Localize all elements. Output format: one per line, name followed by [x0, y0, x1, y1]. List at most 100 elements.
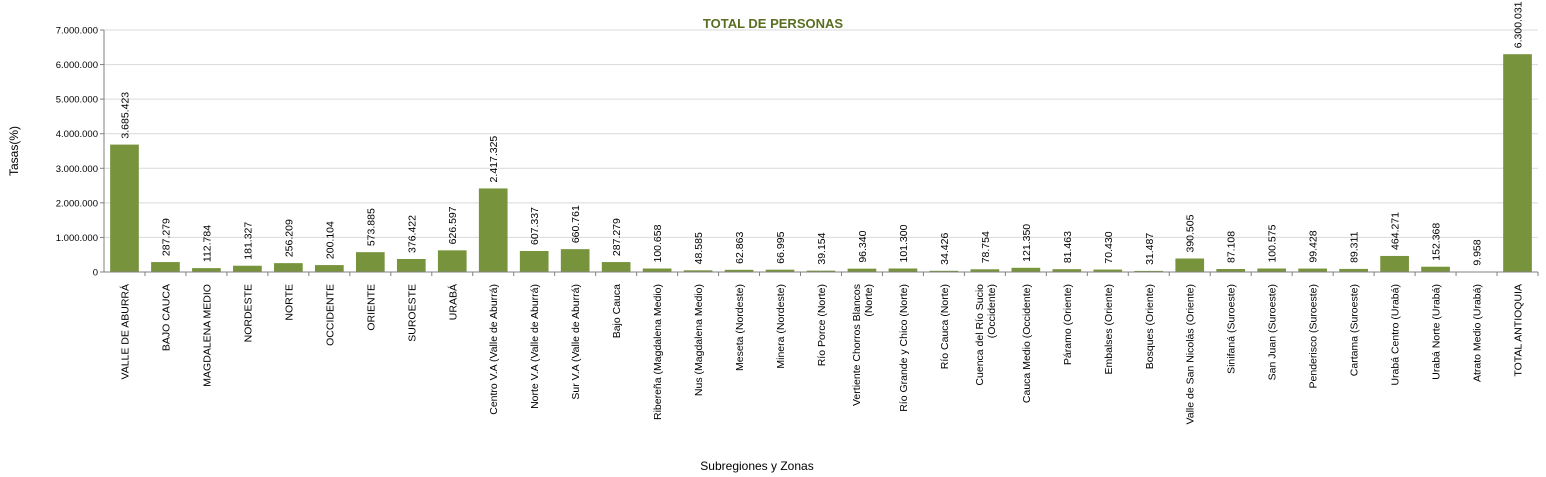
- bar: [519, 251, 549, 272]
- bar: [1216, 268, 1246, 272]
- data-label: 2.417.325: [488, 136, 500, 183]
- x-tick-label: NORDESTE: [242, 284, 254, 342]
- data-label: 112.784: [201, 225, 213, 262]
- bar: [1257, 268, 1287, 272]
- data-label: 287.279: [160, 218, 172, 256]
- bar: [806, 270, 836, 272]
- data-label: 31.487: [1144, 233, 1156, 265]
- x-tick-label: Páramo (Oriente): [1062, 284, 1074, 365]
- bar: [355, 252, 385, 272]
- x-tick-label: SUROESTE: [406, 284, 418, 342]
- x-tick-label: Valle de San Nicolás (Oriente): [1185, 284, 1197, 424]
- gridlines: [104, 29, 1538, 238]
- data-label: 62.863: [734, 232, 746, 264]
- data-label: 200.104: [324, 221, 336, 259]
- data-label: 101.300: [898, 224, 910, 262]
- data-label: 9.958: [1472, 239, 1484, 265]
- data-label: 256.209: [283, 219, 295, 257]
- x-tick-label: Vertiente Chorros Blancos: [851, 284, 863, 406]
- y-tick-label: 6.000.000: [56, 60, 98, 71]
- x-tick-label: (Norte): [863, 284, 875, 317]
- bar: [683, 270, 713, 272]
- bar: [233, 265, 262, 272]
- bar: [1503, 54, 1532, 272]
- bar: [1175, 258, 1205, 272]
- bar: [478, 188, 508, 272]
- data-label: 87.108: [1226, 231, 1238, 263]
- y-tick-label: 4.000.000: [56, 129, 98, 140]
- data-label: 573.885: [365, 208, 377, 246]
- data-label: 660.761: [570, 205, 582, 243]
- x-tick-label: URABÁ: [446, 284, 459, 320]
- y-tick-label: 2.000.000: [56, 198, 98, 209]
- x-tick-label: Nus (Magdalena Medio): [693, 284, 705, 396]
- bars: [110, 54, 1532, 272]
- data-label: 39.154: [816, 232, 828, 264]
- x-tick-label: Río Cauca (Norte): [939, 284, 951, 369]
- bar: [929, 270, 959, 272]
- chart-title: TOTAL DE PERSONAS: [703, 16, 843, 31]
- bar: [642, 268, 672, 272]
- data-label: 48.585: [693, 232, 705, 264]
- data-label: 390.505: [1185, 214, 1197, 252]
- data-label: 100.658: [652, 224, 664, 262]
- y-tick-label: 0: [93, 268, 98, 279]
- x-tick-label: Minera (Nordeste): [775, 284, 787, 369]
- x-tick-label: Cuenca del Río Sucio: [974, 284, 986, 386]
- bar: [151, 262, 180, 272]
- bar: [601, 262, 631, 272]
- data-label: 100.575: [1267, 224, 1279, 262]
- data-label: 376.422: [406, 215, 418, 253]
- data-label: 626.597: [447, 206, 459, 244]
- bar: [315, 265, 344, 272]
- bar: [724, 269, 754, 272]
- x-tick-label: Bosques (Oriente): [1144, 284, 1156, 369]
- bar: [1052, 269, 1082, 272]
- y-tick-label: 1.000.000: [56, 233, 98, 244]
- x-tick-label: Urabá Norte (Urabá): [1431, 284, 1443, 380]
- bar: [396, 258, 426, 272]
- bar: [1298, 268, 1327, 272]
- x-tick-label: Ribereña (Magdalena Medio): [652, 284, 664, 420]
- data-label: 3.685.423: [119, 92, 131, 139]
- x-tick-label: ORIENTE: [365, 284, 377, 331]
- bar: [1011, 267, 1041, 272]
- x-tick-label: Atrato Medio (Urabá): [1472, 284, 1484, 382]
- data-label: 464.271: [1390, 212, 1402, 250]
- y-tick-label: 5.000.000: [56, 95, 98, 106]
- x-axis-title: Subregiones y Zonas: [700, 459, 813, 473]
- x-tick-label: Urabá Centro (Urabá): [1390, 284, 1402, 386]
- x-tick-label: BAJO CAUCA: [160, 284, 172, 351]
- bar: [1421, 266, 1450, 272]
- data-label: 607.337: [529, 207, 541, 245]
- data-label: 99.428: [1308, 230, 1320, 262]
- data-label: 121.350: [1021, 224, 1033, 262]
- bar: [1134, 270, 1164, 272]
- bar: [970, 269, 1000, 272]
- x-tick-label: Río Porce (Norte): [816, 284, 828, 366]
- x-tick-label: TOTAL ANTIOQUIA: [1513, 284, 1525, 377]
- x-tick-label: Cartama (Suroeste): [1349, 284, 1361, 376]
- bar: [560, 249, 590, 272]
- bar: [888, 268, 918, 272]
- x-tick-label: Bajo Cauca: [611, 284, 623, 338]
- data-label: 181.327: [242, 222, 254, 260]
- y-axis: 0 1.000.000 2.000.000 3.000.000 4.000.000 5.0…: [56, 26, 105, 279]
- data-label: 81.463: [1062, 231, 1074, 263]
- x-axis: VALLE DE ABURRÁ BAJO CAUCA MAGDALENA MEDIO…: [104, 271, 1539, 424]
- x-tick-label: Embalses (Oriente): [1103, 284, 1115, 374]
- bar: [1093, 269, 1123, 272]
- data-label: 34.426: [939, 233, 951, 265]
- bar: [1339, 268, 1368, 272]
- x-tick-label: Norte V.A (Valle de Aburrá): [529, 284, 541, 409]
- y-axis-title: Tasas(%): [7, 126, 21, 176]
- x-tick-label: Meseta (Nordeste): [734, 284, 746, 371]
- data-label: 89.311: [1349, 231, 1361, 262]
- bar: [765, 269, 795, 272]
- bar: [847, 268, 877, 272]
- bar: [437, 250, 467, 272]
- x-tick-label: MAGDALENA MEDIO: [201, 284, 213, 387]
- data-label: 152.368: [1431, 223, 1443, 261]
- x-tick-label: Cauca Medio (Occidente): [1021, 284, 1033, 403]
